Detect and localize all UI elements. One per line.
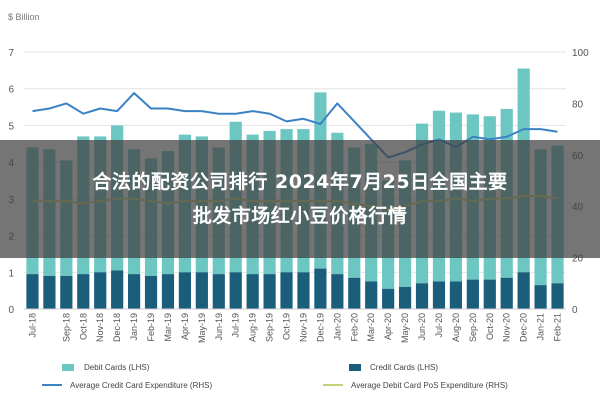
bar-credit-cards <box>297 272 310 309</box>
x-axis-tick-label: Jun-20 <box>417 313 427 341</box>
right-axis-tick-label: 0 <box>572 305 578 316</box>
x-axis-tick-label: Mar-19 <box>163 313 173 342</box>
bar-credit-cards <box>229 272 242 309</box>
x-axis-tick-label: Dec-20 <box>519 313 529 342</box>
left-axis-tick-label: 7 <box>8 48 14 59</box>
x-axis-tick-label: Jan-20 <box>332 313 342 341</box>
right-axis-tick-label: 100 <box>572 48 589 59</box>
legend: Debit Cards (LHS) Credit Cards (LHS) Ave… <box>42 363 508 390</box>
bar-credit-cards <box>415 283 429 309</box>
bar-credit-cards <box>178 272 192 309</box>
left-axis-tick-label: 6 <box>8 85 14 96</box>
x-axis-tick-label: May-19 <box>197 313 207 343</box>
x-axis-tick-label: Sep-19 <box>265 313 275 342</box>
line-avg-credit-card-expenditure <box>32 92 558 159</box>
headline-banner: 合法的配资公司排行 2024年7月25日全国主要 批发市场红小豆价格行情 <box>0 140 600 258</box>
bar-credit-cards <box>94 272 107 309</box>
bar-credit-cards <box>314 268 327 309</box>
bar-credit-cards <box>365 281 378 309</box>
bar-credit-cards <box>483 279 496 309</box>
x-axis-tick-label: Mar-20 <box>366 313 376 342</box>
x-axis-tick-label: Feb-19 <box>146 313 156 342</box>
bar-credit-cards <box>348 277 361 309</box>
x-axis-tick-label: Nov-18 <box>95 313 105 342</box>
bar-credit-cards <box>26 274 39 309</box>
left-axis-tick-label: 5 <box>8 121 14 132</box>
bar-credit-cards <box>449 281 463 309</box>
x-axis-tick-label: Jan-21 <box>536 313 546 341</box>
bar-credit-cards <box>280 272 293 309</box>
bar-credit-cards <box>144 275 158 309</box>
headline-line-2: 批发市场红小豆价格行情 <box>192 205 408 227</box>
x-axis-tick-label: Apr-19 <box>180 313 190 340</box>
bar-credit-cards <box>432 281 446 309</box>
bar-credit-cards <box>517 272 530 309</box>
bar-credit-cards <box>398 286 412 309</box>
left-axis-unit: $ Billion <box>8 12 40 22</box>
bar-credit-cards <box>331 274 344 309</box>
bar-credit-cards <box>77 274 90 309</box>
x-axis-tick-label: Feb-20 <box>349 313 359 342</box>
x-axis-tick-label: May-20 <box>400 313 410 343</box>
x-axis-tick-label: Nov-19 <box>298 313 308 342</box>
bar-credit-cards <box>382 288 395 309</box>
x-axis-tick-label: Dec-18 <box>112 313 122 342</box>
bar-credit-cards <box>60 275 73 309</box>
x-axis-tick-label: Oct-18 <box>78 313 88 340</box>
legend-swatch-credit-cards <box>349 364 361 371</box>
bar-credit-cards <box>161 274 175 309</box>
x-axis-tick-label: Oct-19 <box>282 313 292 340</box>
x-axis-tick-label: Sep-20 <box>468 313 478 342</box>
headline-line-1: 合法的配资公司排行 2024年7月25日全国主要 <box>92 171 508 193</box>
legend-swatch-debit-cards <box>62 364 74 371</box>
bar-credit-cards <box>551 283 564 309</box>
right-axis-tick-label: 20 <box>572 254 584 265</box>
left-axis-tick-label: 1 <box>8 268 14 279</box>
legend-label-avg-debit-pos-expenditure: Average Debit Card PoS Expenditure (RHS) <box>351 381 508 390</box>
legend-label-credit-cards: Credit Cards (LHS) <box>370 363 438 372</box>
legend-label-debit-cards: Debit Cards (LHS) <box>84 363 150 372</box>
x-axis-tick-label: Jul-19 <box>231 313 241 338</box>
x-axis-ticks: Jul-18 Sep-18 Oct-18 Nov-18 Dec-18 Jan-19 Feb-… <box>27 313 562 343</box>
bar-credit-cards <box>212 274 225 309</box>
bar-credit-cards <box>43 275 56 309</box>
x-axis-tick-label: Sep-18 <box>61 313 71 342</box>
x-axis-tick-label: Oct-20 <box>485 313 495 340</box>
bar-credit-cards <box>195 272 208 309</box>
legend-label-avg-credit-expenditure: Average Credit Card Expenditure (RHS) <box>70 381 212 390</box>
bar-credit-cards <box>466 279 479 309</box>
x-axis-tick-label: Jul-20 <box>434 313 444 338</box>
bar-credit-cards <box>127 274 141 309</box>
bar-credit-cards <box>263 274 276 309</box>
bar-credit-cards <box>534 285 547 309</box>
x-axis-tick-label: Apr-20 <box>383 313 393 340</box>
x-axis-tick-label: Aug-20 <box>451 313 461 342</box>
left-axis-tick-label: 0 <box>8 305 14 316</box>
x-axis-tick-label: Feb-21 <box>553 313 563 342</box>
x-axis-tick-label: Jul-18 <box>27 313 37 338</box>
right-axis-tick-label: 80 <box>572 99 584 110</box>
x-axis-tick-label: Aug-19 <box>248 313 258 342</box>
bar-credit-cards <box>111 270 124 309</box>
x-axis-tick-label: Jan-19 <box>129 313 139 341</box>
bar-credit-cards <box>246 274 259 309</box>
bar-credit-cards <box>500 277 513 309</box>
x-axis-tick-label: Jun-19 <box>214 313 224 341</box>
x-axis-tick-label: Dec-19 <box>315 313 325 342</box>
x-axis-tick-label: Nov-20 <box>502 313 512 342</box>
